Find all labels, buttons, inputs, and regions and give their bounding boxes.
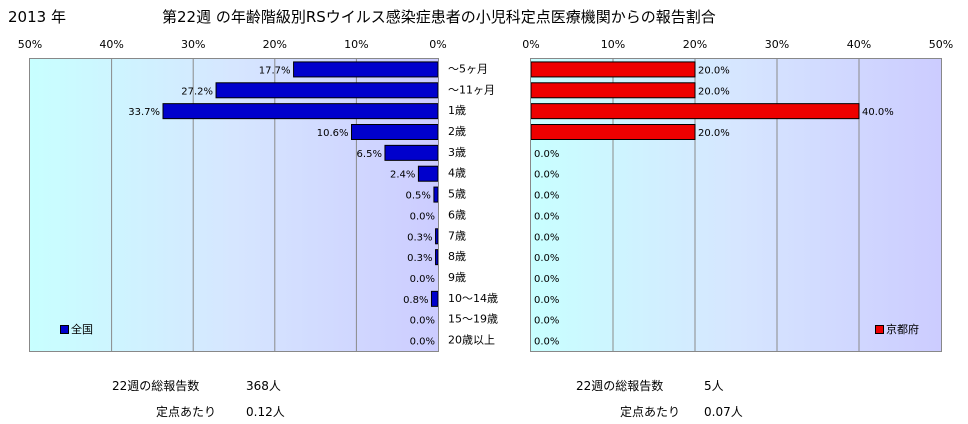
kyoto-value-label: 40.0% [862, 107, 894, 118]
national-bar [162, 103, 438, 120]
national-value-label: 0.0% [410, 316, 435, 327]
kyoto-bar [531, 61, 696, 78]
age-category-label: 3歳 [448, 146, 466, 159]
kyoto-legend-label: 京都府 [886, 323, 919, 336]
kyoto-tick-label: 10% [601, 38, 625, 51]
kyoto-value-label: 0.0% [534, 274, 559, 285]
national-value-label: 17.7% [259, 65, 291, 76]
national-value-label: 0.0% [410, 211, 435, 222]
age-category-label: 2歳 [448, 125, 466, 138]
kyoto-legend-swatch [875, 324, 884, 334]
kyoto-tick-label: 30% [765, 38, 789, 51]
kyoto-tick-label: 50% [929, 38, 953, 51]
national-value-label: 33.7% [128, 107, 160, 118]
age-category-label: 7歳 [448, 229, 466, 242]
national-total-value: 368人 [246, 379, 281, 393]
kyoto-per-label: 定点あたり [620, 405, 681, 419]
age-category-label: ～5ヶ月 [448, 62, 488, 75]
kyoto-bars-svg: 20.0% 20.0% 40.0% 20.0% 0.0% 0.0% 0.0% 0.0% 0.0%… [531, 59, 894, 351]
kyoto-total-label: 22週の総報告数 [576, 379, 664, 393]
kyoto-value-label: 0.0% [534, 170, 559, 181]
national-legend-label: 全国 [71, 323, 93, 336]
national-value-label: 0.8% [403, 295, 428, 306]
kyoto-value-label: 20.0% [698, 65, 730, 76]
kyoto-value-label: 0.0% [534, 232, 559, 243]
kyoto-bar [531, 103, 860, 120]
national-tick-label: 0% [429, 38, 446, 51]
national-legend: 全国 [60, 321, 93, 337]
national-chart-plot: 17.7% 27.2% 33.7% 10.6% 6.5% 2.4% 0.5% 0.0% 0.3%… [29, 58, 439, 352]
year-label: 2013 年 [8, 8, 66, 26]
kyoto-value-label: 20.0% [698, 128, 730, 139]
kyoto-value-label: 0.0% [534, 211, 559, 222]
national-tick-label: 50% [18, 38, 42, 51]
national-bar [435, 249, 438, 266]
age-category-label: 4歳 [448, 167, 466, 180]
national-tick-label: 40% [99, 38, 123, 51]
age-category-label: 8歳 [448, 250, 466, 263]
kyoto-tick-label: 0% [522, 38, 539, 51]
kyoto-value-label: 0.0% [534, 253, 559, 264]
national-value-label: 0.5% [406, 191, 431, 202]
kyoto-chart-plot: 20.0% 20.0% 40.0% 20.0% 0.0% 0.0% 0.0% 0.0% 0.0%… [530, 58, 942, 352]
age-category-label: ～11ヶ月 [448, 83, 495, 96]
national-value-label: 6.5% [357, 149, 382, 160]
national-value-label: 0.0% [410, 274, 435, 285]
national-per-label: 定点あたり [156, 405, 217, 419]
national-tick-label: 10% [344, 38, 368, 51]
kyoto-value-label: 0.0% [534, 191, 559, 202]
national-value-label: 0.3% [407, 232, 432, 243]
kyoto-per-value: 0.07人 [704, 405, 743, 419]
national-per-value: 0.12人 [246, 405, 285, 419]
national-bar [351, 124, 438, 140]
age-category-label: 10～14歳 [448, 292, 498, 305]
national-tick-label: 20% [263, 38, 287, 51]
national-bar [215, 82, 438, 99]
kyoto-bar [531, 124, 696, 140]
national-bars-svg: 17.7% 27.2% 33.7% 10.6% 6.5% 2.4% 0.5% 0.0% 0.3%… [111, 59, 438, 351]
national-value-label: 0.0% [410, 337, 435, 348]
age-category-label: 20歳以上 [448, 334, 495, 347]
kyoto-bar [531, 82, 696, 99]
national-bar [435, 228, 438, 245]
national-value-label: 2.4% [390, 170, 415, 181]
national-value-label: 10.6% [317, 128, 349, 139]
national-value-label: 27.2% [181, 86, 213, 97]
kyoto-value-label: 20.0% [698, 86, 730, 97]
kyoto-value-label: 0.0% [534, 337, 559, 348]
kyoto-tick-label: 20% [683, 38, 707, 51]
national-bar [433, 186, 438, 203]
age-category-label: 6歳 [448, 208, 466, 221]
national-bar [293, 61, 438, 78]
kyoto-value-label: 0.0% [534, 295, 559, 306]
national-tick-label: 30% [181, 38, 205, 51]
kyoto-legend: 京都府 [875, 321, 919, 337]
age-category-label: 15～19歳 [448, 313, 498, 326]
national-total-label: 22週の総報告数 [112, 379, 200, 393]
kyoto-total-value: 5人 [704, 379, 724, 393]
chart-title: 第22週 の年齢階級別RSウイルス感染症患者の小児科定点医療機関からの報告割合 [162, 8, 716, 26]
age-category-label: 9歳 [448, 271, 466, 284]
kyoto-value-label: 0.0% [534, 316, 559, 327]
age-category-label: 5歳 [448, 188, 466, 201]
national-value-label: 0.3% [407, 253, 432, 264]
kyoto-tick-label: 40% [847, 38, 871, 51]
national-legend-swatch [60, 324, 69, 334]
age-category-label: 1歳 [448, 104, 466, 117]
kyoto-value-label: 0.0% [534, 149, 559, 160]
